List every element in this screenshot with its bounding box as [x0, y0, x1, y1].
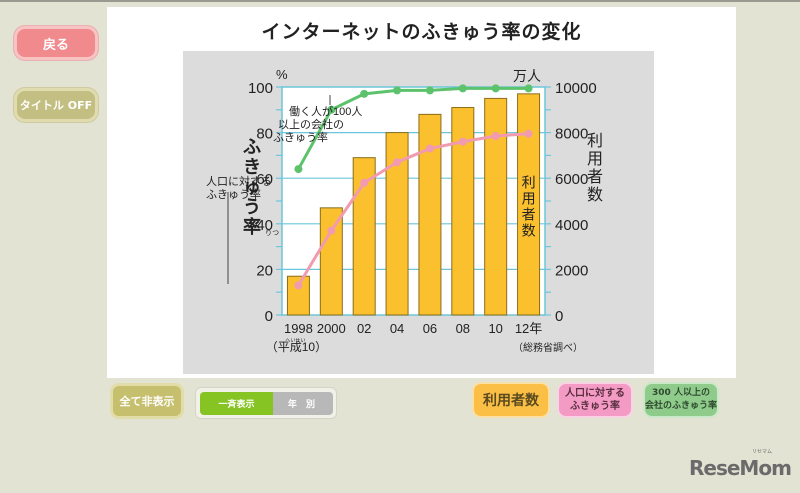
company-rate-annotation: ふきゅう率 [273, 130, 328, 144]
point-company-rate [327, 105, 336, 114]
line-company-rate [297, 86, 529, 170]
chart-area: 0 20 40 60 80 100 0 2000 4000 6000 8000 10000% 万人ふきゅ… [183, 51, 654, 374]
left-axis-label-char: き [243, 157, 261, 177]
resemom-logo: ReseMom [689, 456, 792, 480]
point-population-rate [491, 132, 500, 141]
bar-annotation-char: 数 [522, 222, 536, 238]
bar-users [484, 97, 508, 316]
point-company-rate [491, 84, 500, 93]
series-toggle-population-rate[interactable]: 人口に対する ふきゅう率 [557, 382, 633, 418]
left-axis-label-char: 率 [243, 216, 261, 237]
series-toggle-users-label: 利用者数 [483, 393, 539, 409]
right-axis-tick-label: 10000 [555, 80, 597, 97]
x-axis-note-ruby: へいせい [285, 338, 305, 344]
series-toggle-company-rate-line2: 会社のふきゅう率 [645, 401, 718, 411]
left-axis-tick-label: 20 [256, 262, 273, 279]
left-axis-tick-label: 60 [256, 171, 273, 188]
hide-all-button[interactable]: 全て非表示 [110, 383, 184, 419]
point-company-rate [360, 89, 369, 98]
right-axis-unit: 万人 [513, 68, 541, 84]
chart-panel: インターネットのふきゅう率の変化 0 20 40 60 80 100 0 2000 4000 60… [107, 7, 736, 378]
left-axis-label-char: ふ [243, 137, 261, 157]
bar-users [517, 93, 541, 316]
right-axis-tick-label: 0 [555, 308, 563, 325]
left-axis-tick-label: 80 [256, 126, 273, 143]
right-axis-tick-label: 2000 [555, 262, 588, 279]
x-axis-tick-label: 2000 [317, 321, 346, 336]
point-population-rate [425, 144, 434, 153]
x-axis-tick-label: 06 [423, 321, 437, 336]
view-mode-by-year[interactable]: 年 別 [273, 392, 333, 415]
left-axis-tick-label: 0 [265, 308, 273, 325]
line-population-rate [297, 132, 529, 287]
resemom-logo-ruby: リセマム [752, 449, 773, 455]
x-axis-tick-label: 10 [488, 321, 502, 336]
bar-annotation-char: 利 [522, 174, 536, 190]
bar-users [286, 275, 310, 316]
left-axis-label-ruby: りつ [265, 229, 279, 237]
point-company-rate [393, 86, 402, 95]
point-population-rate [360, 178, 369, 187]
bar-users [451, 107, 475, 316]
point-company-rate [294, 165, 303, 174]
right-axis-tick-label: 4000 [555, 217, 588, 234]
view-mode-all-at-once[interactable]: 一斉表示 [200, 392, 273, 415]
source-note: （総務省調べ） [513, 341, 583, 354]
population-rate-annotation: ふきゅう率 [206, 187, 261, 201]
series-toggle-company-rate[interactable]: 300 人以上の 会社のふきゅう率 [643, 382, 719, 418]
bar-users [352, 157, 376, 316]
window-top-border [0, 0, 800, 2]
right-axis-tick-label: 6000 [555, 171, 588, 188]
right-axis-label-char: 数 [587, 186, 603, 204]
bar-users [319, 207, 343, 316]
right-axis-label-char: 利 [587, 132, 603, 150]
point-company-rate [425, 86, 434, 95]
x-axis-tick-label: 1998 [284, 321, 313, 336]
title-off-toggle-button[interactable]: タイトル OFF [14, 88, 98, 122]
point-population-rate [393, 158, 402, 167]
view-mode-toggle: 一斉表示 年 別 [195, 387, 337, 419]
right-axis-label-char: 用 [587, 151, 603, 168]
right-axis-tick-label: 8000 [555, 126, 588, 143]
company-rate-annotation: 働く人が100人 [289, 104, 362, 118]
x-axis-tick-label: 12年 [515, 321, 542, 336]
left-axis-unit: % [276, 67, 288, 82]
series-toggle-population-rate-line1: 人口に対する [565, 388, 625, 399]
chart-title: インターネットのふきゅう率の変化 [261, 21, 582, 43]
left-axis-label-char: ゅ [243, 177, 261, 197]
bar-annotation-char: 用 [522, 190, 536, 206]
left-axis-tick-label: 100 [248, 80, 273, 97]
point-population-rate [458, 137, 467, 146]
left-axis-label-char: う [243, 197, 261, 217]
x-axis-tick-label: 04 [390, 321, 404, 336]
point-company-rate [458, 84, 467, 93]
point-population-rate [524, 129, 533, 138]
series-toggle-company-rate-line1: 300 人以上の [652, 388, 710, 398]
company-rate-annotation: 以上の会社の [278, 117, 344, 131]
back-button[interactable]: 戻る [14, 26, 98, 60]
x-axis-tick-label: 08 [456, 321, 470, 336]
series-toggle-population-rate-line2: ふきゅう率 [570, 401, 620, 412]
bar-annotation-char: 者 [522, 206, 536, 222]
bar-users [385, 132, 409, 316]
point-company-rate [524, 84, 533, 93]
x-axis-tick-label: 02 [357, 321, 371, 336]
point-population-rate [294, 281, 303, 290]
point-population-rate [327, 226, 336, 235]
bar-users [418, 113, 442, 316]
population-rate-annotation: 人口に対する [206, 174, 272, 188]
left-axis-tick-label: 40 [256, 217, 273, 234]
x-axis-note: （平成10） [266, 340, 327, 354]
right-axis-label-char: 者 [587, 168, 603, 186]
series-toggle-users[interactable]: 利用者数 [472, 382, 550, 418]
